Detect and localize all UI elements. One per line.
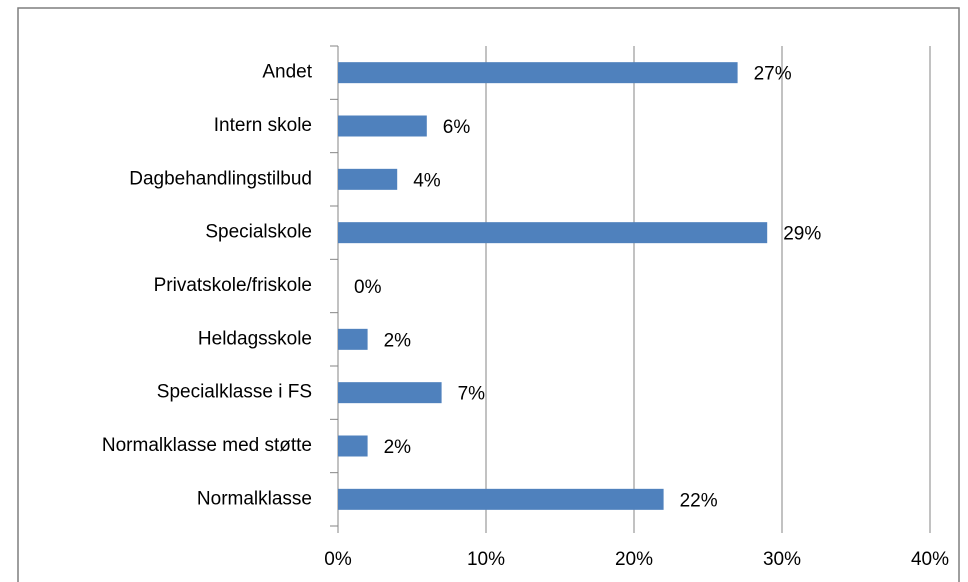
value-label: 0% — [354, 277, 382, 298]
bar — [338, 328, 368, 350]
y-tick-label: Heldagsskole — [198, 328, 312, 349]
bar — [338, 168, 398, 190]
y-tick-label: Andet — [262, 62, 312, 83]
bar — [338, 115, 427, 137]
bar — [338, 488, 664, 510]
bar — [338, 222, 768, 244]
x-tick-label: 30% — [763, 549, 801, 570]
value-label: 2% — [384, 330, 412, 351]
value-label: 27% — [754, 64, 792, 85]
x-tick-label: 20% — [615, 549, 653, 570]
x-tick-label: 0% — [324, 549, 352, 570]
value-label: 4% — [413, 170, 441, 191]
y-tick-label: Specialklasse i FS — [157, 382, 312, 403]
y-tick-label: Normalklasse med støtte — [102, 435, 312, 456]
y-tick-label: Dagbehandlingstilbud — [129, 168, 312, 189]
value-label: 2% — [384, 437, 412, 458]
y-tick-label: Specialskole — [205, 222, 312, 243]
y-tick-label: Intern skole — [214, 115, 312, 136]
bar — [338, 62, 738, 84]
bar — [338, 435, 368, 457]
x-tick-label: 40% — [911, 549, 949, 570]
value-label: 6% — [443, 117, 471, 138]
y-tick-label: Normalklasse — [197, 488, 312, 509]
value-label: 29% — [783, 224, 821, 245]
y-tick-label: Privatskole/friskole — [154, 275, 312, 296]
x-tick-label: 10% — [467, 549, 505, 570]
value-label: 7% — [458, 384, 486, 405]
bar — [338, 382, 442, 404]
value-label: 22% — [680, 490, 718, 511]
chart-frame — [17, 7, 960, 582]
